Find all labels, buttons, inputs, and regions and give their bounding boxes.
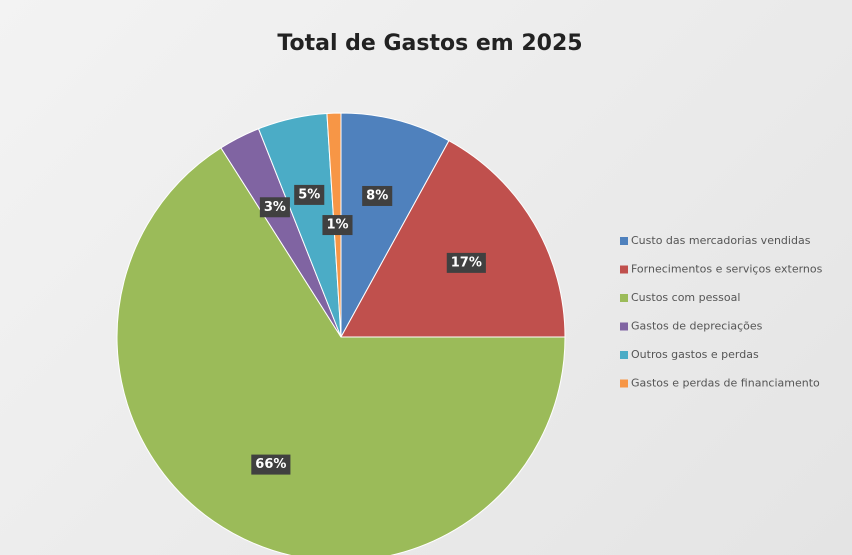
legend-swatch [620,322,628,331]
data-label: 17% [451,255,482,270]
data-label: 5% [298,187,320,202]
data-label-box [322,215,353,236]
legend-swatch [620,265,628,274]
data-label-box [446,252,486,273]
pie-slice [340,140,566,338]
legend-swatch [620,379,628,388]
data-label-box [362,185,393,206]
data-label-box [259,197,290,218]
legend-label: Custos com pessoal [631,291,740,304]
chart-title: Total de Gastos em 2025 [277,31,582,56]
legend-label: Fornecimentos e serviços externos [631,263,823,276]
legend-label: Outros gastos e perdas [631,348,759,361]
pie-slice [116,147,566,555]
legend-swatch [620,237,628,245]
legend-swatch [620,294,628,302]
data-label-box [294,184,325,205]
legend-swatch [620,351,628,359]
data-label: 3% [264,200,286,215]
data-label: 8% [366,188,388,203]
data-label: 1% [326,218,348,233]
data-label: 66% [255,457,286,472]
pie-slice [340,112,450,338]
legend-label: Gastos de depreciações [631,320,763,333]
legend-label: Gastos e perdas de financiamento [631,377,820,390]
legend-label: Custo das mercadorias vendidas [631,234,811,247]
data-label-box [251,454,291,475]
